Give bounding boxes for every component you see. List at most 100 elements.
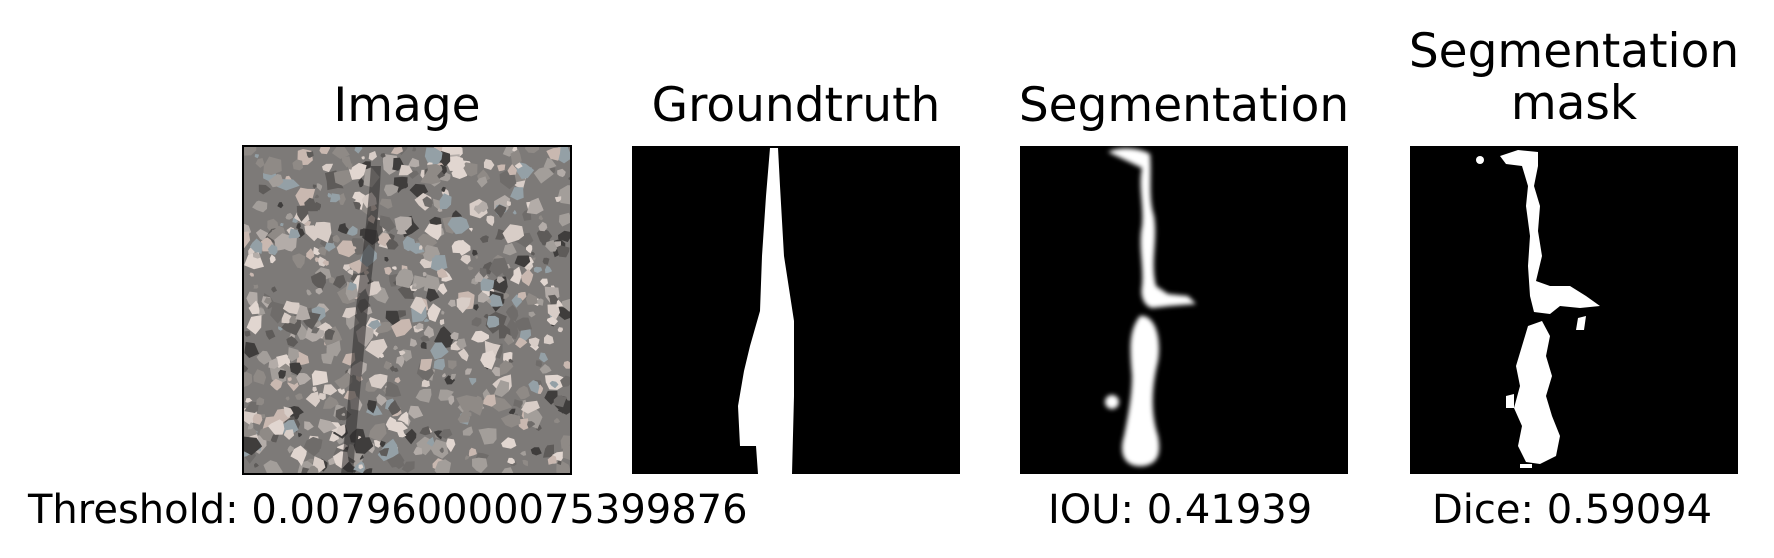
gravel-stone <box>304 421 314 431</box>
gravel-stone <box>252 200 268 213</box>
gravel-stone <box>456 395 478 414</box>
gravel-stone <box>439 171 451 182</box>
gravel-stone <box>310 271 326 291</box>
gravel-stone <box>430 342 449 360</box>
gravel-stone <box>391 266 397 270</box>
gravel-stone <box>556 299 563 308</box>
gravel-stone <box>510 187 524 201</box>
gravel-stone <box>347 281 357 291</box>
gravel-stone <box>420 335 430 342</box>
gravel-stone <box>391 318 413 338</box>
gravel-stone <box>547 455 557 465</box>
gravel-stone <box>306 289 312 296</box>
gravel-stone <box>292 253 306 269</box>
gravel-stone <box>390 146 403 155</box>
gravel-stone <box>373 439 382 448</box>
gravel-stone <box>290 445 307 466</box>
gravel-stone <box>533 266 543 273</box>
gravel-stone <box>347 269 354 276</box>
gravel-stone <box>568 177 571 181</box>
gravel-stone <box>314 194 320 199</box>
gravel-stone <box>243 364 249 372</box>
gravel-stone <box>507 164 517 176</box>
gravel-stone <box>322 163 334 173</box>
title-segmentation-mask-line1: Segmentation <box>1408 24 1740 79</box>
gravel-stone <box>502 243 517 256</box>
gravel-stone <box>396 227 407 235</box>
gravel-stone <box>501 437 517 449</box>
gravel-stone <box>408 157 420 168</box>
gravel-stone <box>557 185 571 205</box>
gravel-stone <box>347 225 358 236</box>
gravel-stone <box>288 228 301 241</box>
gravel-stone <box>303 436 323 455</box>
gravel-stone <box>483 313 489 319</box>
gravel-stone <box>311 370 329 386</box>
gravel-stone <box>463 162 478 177</box>
gravel-stone <box>563 360 571 369</box>
gravel-stone <box>358 464 364 470</box>
gravel-stone <box>544 265 553 274</box>
gravel-stone <box>337 223 349 235</box>
gravel-stone <box>521 400 540 414</box>
gravel-stone <box>438 428 453 439</box>
gravel-stone <box>561 299 571 312</box>
gravel-stone <box>280 223 284 227</box>
gravel-stone <box>439 193 452 210</box>
gravel-stone <box>471 317 482 327</box>
gravel-stone <box>480 350 496 370</box>
gravel-stone <box>556 245 570 258</box>
gravel-stone <box>554 196 562 202</box>
gravel-stone <box>404 428 417 445</box>
gravel-stone <box>479 267 487 278</box>
gravel-stone <box>305 391 321 408</box>
gravel-stone <box>368 373 388 389</box>
gravel-stone <box>419 426 431 436</box>
gravel-stone <box>531 251 536 256</box>
gravel-stone <box>245 398 253 403</box>
gravel-stone <box>457 411 470 423</box>
gravel-stone <box>535 360 542 368</box>
gravel-stone <box>527 421 536 429</box>
title-groundtruth: Groundtruth <box>651 78 941 133</box>
dice-caption: Dice: 0.59094 <box>1432 487 1713 533</box>
gravel-stone <box>322 384 338 396</box>
gravel-stone <box>419 245 423 250</box>
gravel-stone <box>433 358 446 371</box>
gravel-stone <box>524 146 540 154</box>
gravel-stone <box>483 159 495 170</box>
gravel-stone <box>528 311 536 318</box>
gravel-stone <box>401 461 415 473</box>
gravel-stone <box>409 338 418 347</box>
gravel-stone <box>254 154 259 159</box>
gravel-stone <box>249 238 263 254</box>
gravel-stone <box>255 158 265 168</box>
gravel-stone <box>282 300 302 315</box>
gravel-stone <box>522 459 528 467</box>
gravel-stone <box>316 183 323 192</box>
title-segmentation-mask: Segmentation mask <box>1390 26 1758 130</box>
gravel-stone <box>424 223 442 241</box>
gravel-stone <box>508 266 522 285</box>
gravel-stone <box>430 439 449 459</box>
gravel-stone <box>560 435 571 449</box>
gravel-stone <box>367 399 377 414</box>
gravel-stone <box>298 432 303 438</box>
gravel-stone <box>330 193 341 203</box>
gravel-stone <box>319 146 330 155</box>
gravel-stone <box>285 212 293 220</box>
gravel-stone <box>243 420 258 442</box>
gravel-stone <box>398 164 413 176</box>
gravel-stone <box>263 460 283 474</box>
gravel-stone <box>427 303 441 322</box>
gravel-stone <box>467 400 484 416</box>
gravel-stone <box>281 238 297 252</box>
gravel-stone <box>447 299 456 307</box>
gravel-stone <box>294 414 300 420</box>
gravel-stone <box>332 274 346 289</box>
gravel-stone <box>318 246 328 256</box>
gravel-stone <box>515 317 532 334</box>
gravel-stone <box>257 307 266 316</box>
gravel-stone <box>287 347 300 362</box>
gravel-stone <box>341 412 346 416</box>
